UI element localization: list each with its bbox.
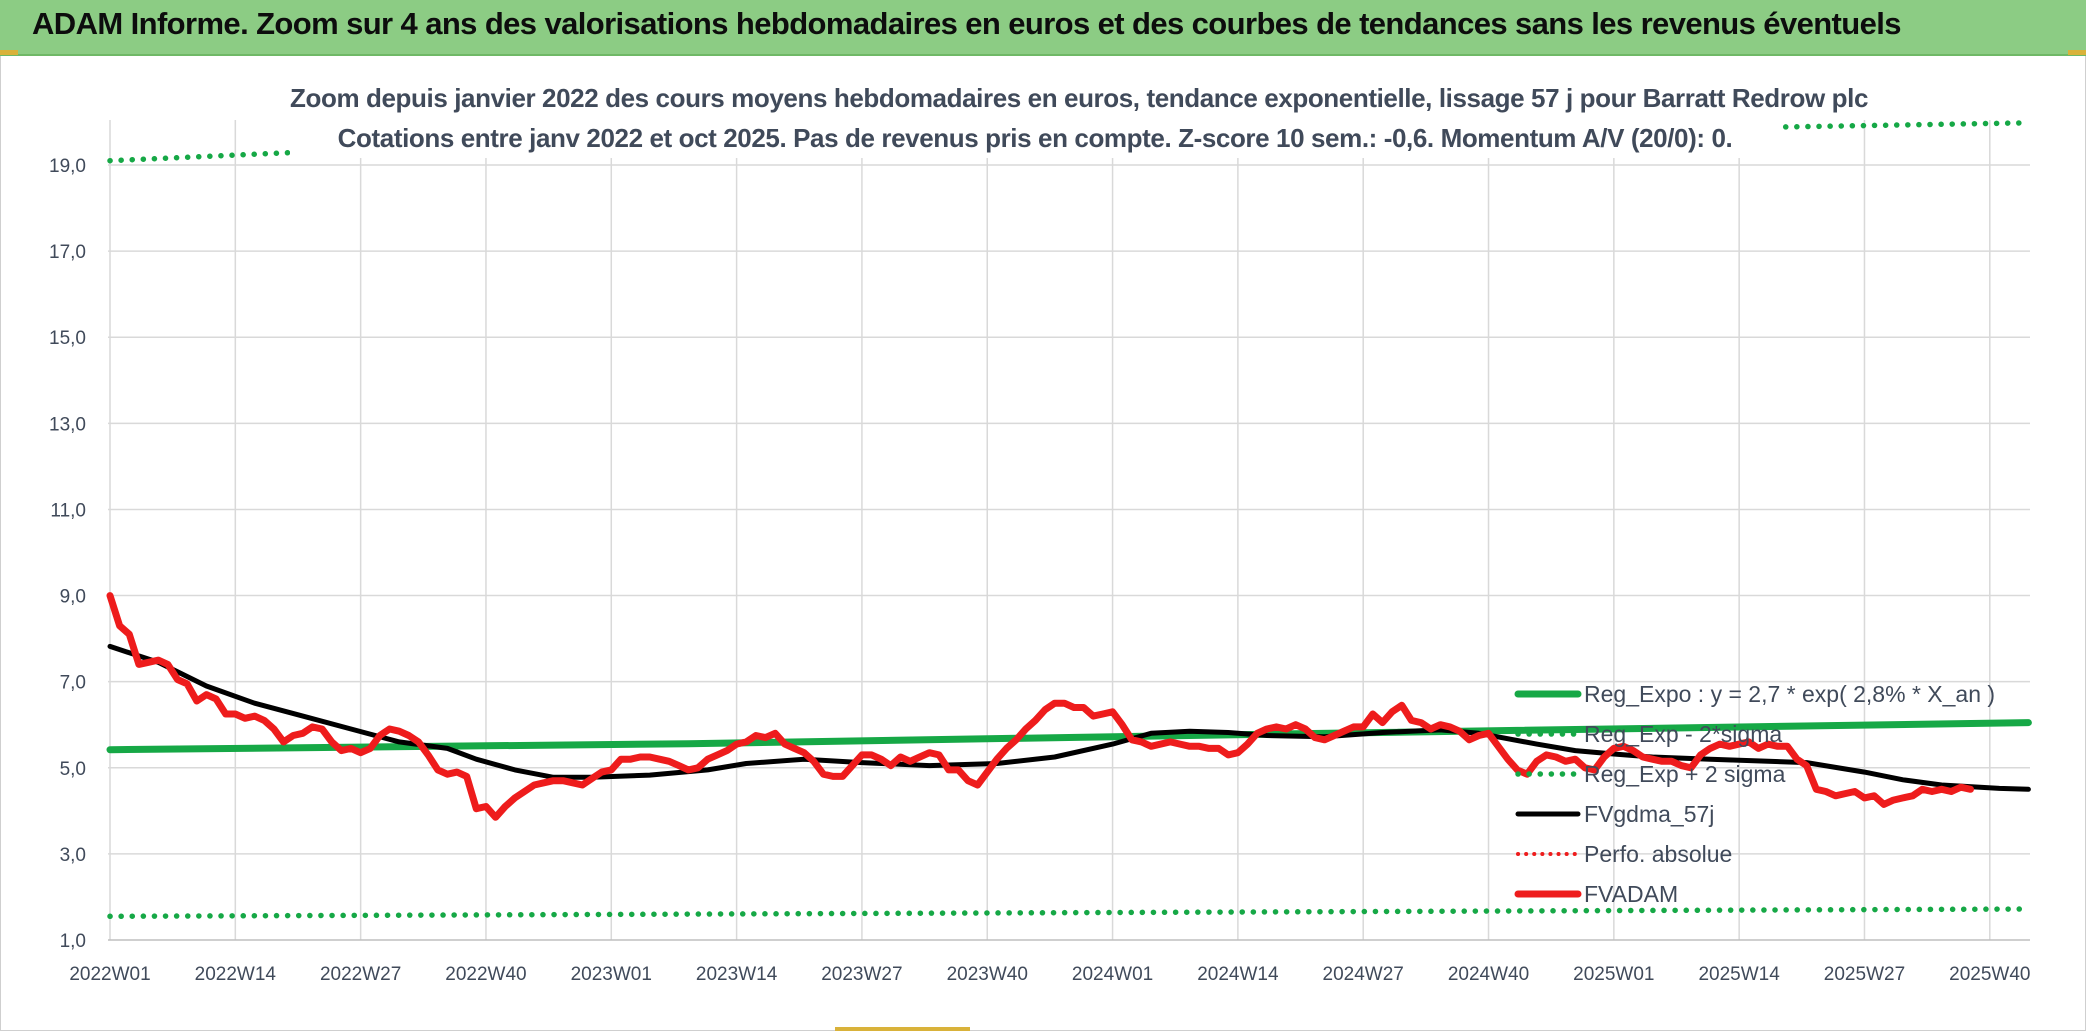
x-tick-label: 2025W01	[1573, 964, 1654, 985]
legend-label: Reg_Exp - 2*sigma	[1584, 721, 1782, 747]
y-tick-label: 19,0	[49, 156, 86, 177]
series-line	[106, 719, 2032, 754]
x-tick-label: 2022W40	[445, 964, 526, 985]
bottom-accent	[835, 1027, 970, 1031]
series-line	[107, 643, 2031, 792]
x-tick-label: 2023W01	[571, 964, 652, 985]
y-tick-label: 1,0	[60, 931, 86, 952]
x-tick-label: 2022W27	[320, 964, 401, 985]
x-tick-label: 2025W27	[1824, 964, 1905, 985]
x-tick-label: 2022W01	[69, 964, 150, 985]
header-accent	[2068, 50, 2086, 55]
chart-title-line2: Cotations entre janv 2022 et oct 2025. P…	[337, 123, 1733, 153]
report-title: ADAM Informe. Zoom sur 4 ans des valoris…	[32, 6, 1902, 41]
x-tick-label: 2023W14	[696, 964, 778, 985]
chart-title-line1: Zoom depuis janvier 2022 des cours moyen…	[290, 83, 1869, 113]
y-tick-label: 3,0	[60, 845, 86, 866]
series-line	[106, 592, 1974, 821]
legend-label: Reg_Exp + 2 sigma	[1584, 761, 1786, 787]
y-tick-label: 13,0	[49, 414, 86, 435]
y-tick-label: 17,0	[49, 242, 86, 263]
legend-label: Reg_Expo : y = 2,7 * exp( 2,8% * X_an )	[1584, 681, 1995, 707]
legend-label: FVADAM	[1584, 881, 1678, 907]
x-tick-label: 2023W40	[947, 964, 1028, 985]
x-tick-label: 2024W01	[1072, 964, 1153, 985]
series-line	[107, 906, 2032, 920]
x-tick-label: 2023W27	[821, 964, 902, 985]
y-tick-label: 15,0	[49, 328, 86, 349]
chart-title: Zoom depuis janvier 2022 des cours moyen…	[290, 78, 1869, 158]
x-tick-label: 2022W14	[195, 964, 277, 985]
legend-label: Perfo. absolue	[1584, 841, 1732, 867]
x-tick-label: 2024W40	[1448, 964, 1529, 985]
x-tick-label: 2025W14	[1698, 964, 1780, 985]
legend-label: FVgdma_57j	[1584, 801, 1714, 827]
x-tick-label: 2024W27	[1323, 964, 1404, 985]
x-tick-label: 2025W40	[1949, 964, 2030, 985]
y-tick-label: 5,0	[60, 759, 86, 780]
y-tick-label: 7,0	[60, 673, 86, 694]
x-tick-label: 2024W14	[1197, 964, 1279, 985]
y-tick-label: 11,0	[50, 500, 86, 521]
header-accent	[0, 50, 18, 55]
y-tick-label: 9,0	[60, 587, 86, 608]
report-header	[0, 0, 2086, 56]
